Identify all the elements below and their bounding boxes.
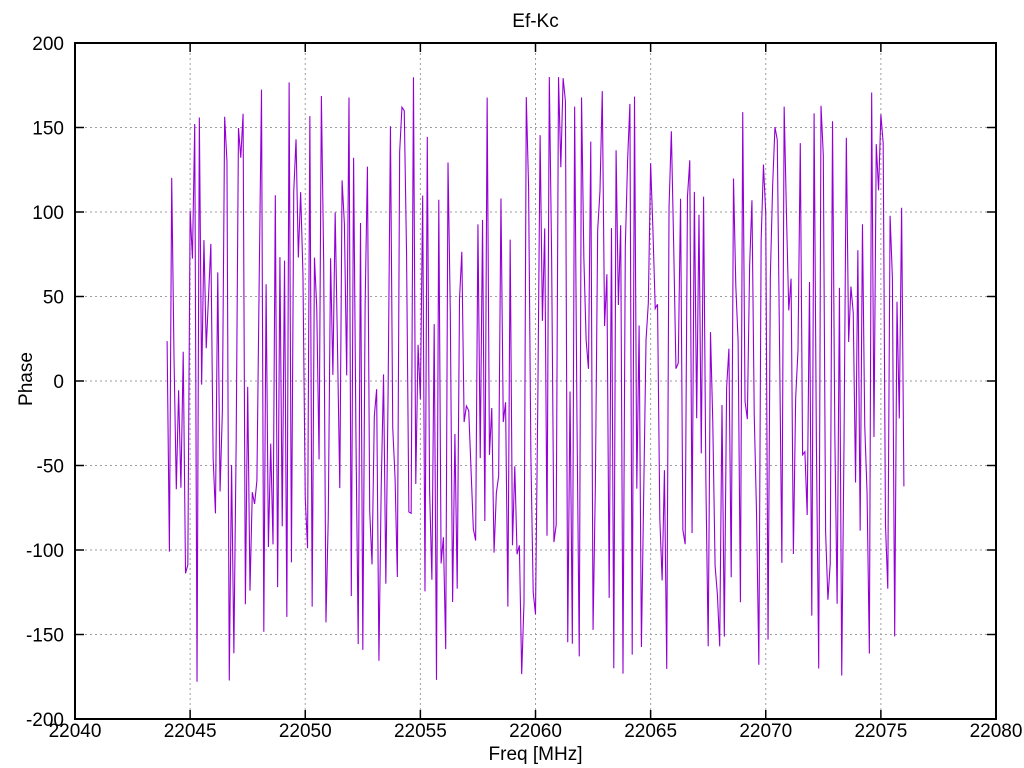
y-tick-label: -50 — [37, 457, 64, 478]
y-tick-label: 200 — [32, 34, 64, 55]
x-tick-label: 22080 — [970, 721, 1023, 742]
x-axis-label: Freq [MHz] — [488, 744, 583, 765]
y-tick-label: 150 — [32, 119, 64, 140]
x-tick-label: 22040 — [49, 721, 102, 742]
y-tick-label: -200 — [26, 710, 64, 731]
y-tick-label: -100 — [26, 541, 64, 562]
y-axis-label: Phase — [16, 352, 37, 406]
y-tick-label: 0 — [53, 372, 64, 393]
y-tick-label: 50 — [43, 288, 64, 309]
x-tick-label: 22070 — [739, 721, 792, 742]
x-tick-label: 22050 — [279, 721, 332, 742]
x-tick-label: 22060 — [509, 721, 562, 742]
y-tick-label: -150 — [26, 626, 64, 647]
y-tick-label: 100 — [32, 203, 64, 224]
x-tick-label: 22045 — [164, 721, 217, 742]
phase-series-line — [166, 76, 905, 682]
x-tick-label: 22055 — [394, 721, 447, 742]
x-tick-label: 22065 — [624, 721, 677, 742]
x-tick-label: 22075 — [854, 721, 907, 742]
chart-title: Ef-Kc — [512, 11, 559, 32]
